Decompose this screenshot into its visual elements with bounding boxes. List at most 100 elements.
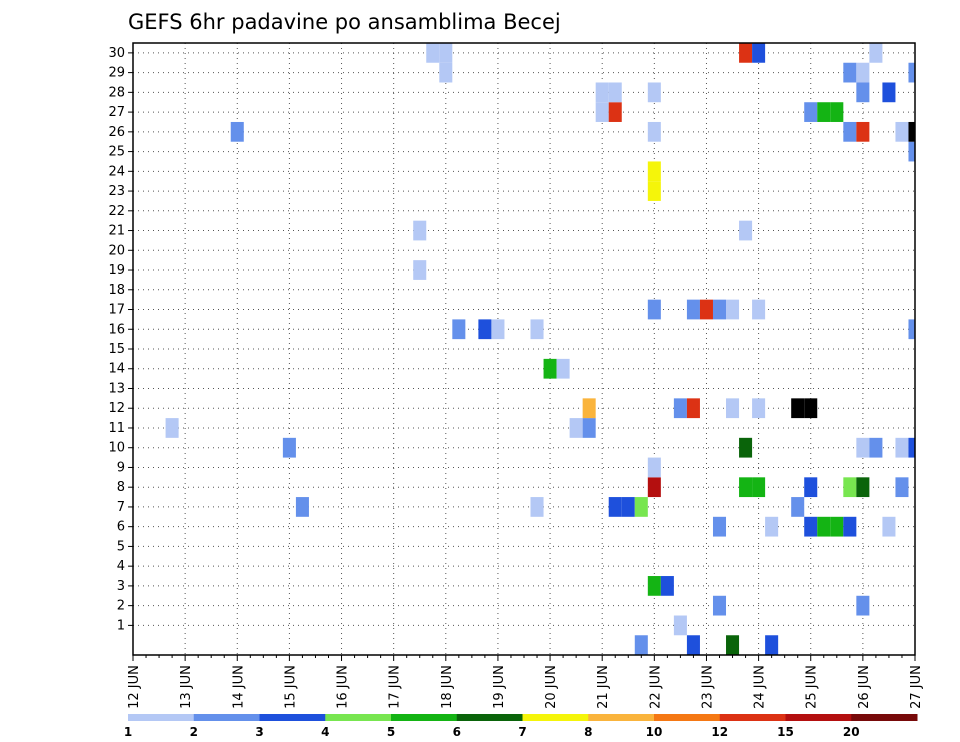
colorbar-swatch — [193, 714, 260, 721]
y-tick-label: 26 — [108, 125, 125, 140]
y-tick-label: 1 — [117, 618, 125, 633]
y-tick-label: 19 — [108, 263, 125, 278]
precip-cell — [752, 43, 766, 63]
x-tick-label: 27 JUN — [909, 665, 924, 709]
y-tick-label: 7 — [117, 500, 125, 515]
precip-cell — [530, 497, 544, 517]
precip-cell — [608, 102, 622, 122]
precip-cell — [817, 102, 831, 122]
precip-cell — [765, 516, 779, 537]
precip-cell — [908, 62, 915, 83]
precip-cell — [765, 635, 779, 655]
x-tick-label: 15 JUN — [283, 665, 298, 709]
y-tick-label: 20 — [108, 243, 125, 258]
colorbar-label: 7 — [518, 725, 526, 739]
y-tick-label: 21 — [108, 224, 125, 239]
precip-cell — [478, 319, 492, 340]
y-tick-label: 22 — [108, 204, 125, 219]
precip-cell — [686, 299, 700, 320]
x-tick-label: 22 JUN — [648, 665, 663, 709]
colorbar-label: 12 — [711, 725, 728, 739]
precip-cell — [791, 398, 805, 419]
precip-cell — [439, 62, 453, 83]
colorbar: 1 2 3 4 5 6 7 8 10 12 15 20 — [124, 714, 918, 739]
y-tick-label: 25 — [108, 145, 125, 160]
precip-cell — [726, 398, 740, 419]
y-tick-label: 16 — [108, 322, 125, 337]
colorbar-swatch — [588, 714, 655, 721]
precip-cell — [882, 516, 896, 537]
colorbar-swatch — [325, 714, 392, 721]
x-tick-label: 13 JUN — [179, 665, 194, 709]
x-tick-label: 19 JUN — [492, 665, 507, 709]
y-tick-label: 17 — [108, 303, 125, 318]
precip-cell — [739, 220, 753, 241]
colorbar-label: 2 — [190, 725, 198, 739]
colorbar-swatch — [851, 714, 918, 721]
precip-cell — [673, 615, 687, 636]
precip-cell — [608, 82, 622, 103]
x-tick-label: 26 JUN — [857, 665, 872, 709]
precip-cell — [491, 319, 505, 340]
precip-cell — [660, 576, 674, 596]
precip-cell — [686, 398, 700, 419]
colorbar-label: 20 — [843, 725, 860, 739]
colorbar-swatch — [719, 714, 786, 721]
precip-cell — [804, 398, 818, 419]
precip-cell — [647, 457, 661, 478]
precip-cell — [856, 477, 870, 498]
y-tick-label: 15 — [108, 342, 125, 357]
precip-cell — [556, 358, 570, 379]
precip-cell — [739, 477, 753, 498]
y-tick-label: 13 — [108, 381, 125, 396]
precip-cell — [752, 398, 766, 419]
y-tick-label: 11 — [108, 421, 125, 436]
x-axis: 12 JUN 13 JUN 14 JUN 15 JUN 16 JUN 17 JUN 18 J… — [127, 655, 924, 709]
precip-cell — [673, 398, 687, 419]
precip-cell — [439, 43, 453, 63]
colorbar-swatch — [259, 714, 326, 721]
y-tick-label: 9 — [117, 460, 125, 475]
precip-cell — [543, 358, 557, 379]
precip-cell — [413, 220, 427, 241]
precip-cell — [686, 635, 700, 655]
x-tick-label: 20 JUN — [544, 665, 559, 709]
precip-cell — [282, 437, 296, 458]
y-tick-label: 10 — [108, 441, 125, 456]
precip-cell — [712, 595, 727, 616]
y-tick-label: 6 — [117, 520, 125, 535]
y-tick-label: 4 — [117, 559, 125, 574]
precip-cell — [647, 82, 661, 103]
precip-cell — [882, 82, 896, 103]
precip-cell — [582, 398, 596, 419]
precip-cell — [856, 595, 870, 616]
colorbar-label: 10 — [646, 725, 663, 739]
x-tick-label: 12 JUN — [127, 665, 142, 709]
precip-cell — [530, 319, 544, 340]
precip-cell — [739, 43, 753, 63]
y-tick-label: 14 — [108, 362, 125, 377]
y-tick-label: 2 — [117, 599, 125, 614]
precip-cell — [726, 299, 740, 320]
precip-cell — [908, 121, 915, 142]
precip-cell — [869, 437, 883, 458]
precip-cell — [608, 497, 622, 517]
precip-cell — [843, 121, 857, 142]
precip-cell — [634, 497, 648, 517]
precip-cell — [647, 181, 661, 201]
precip-cell — [595, 82, 609, 103]
precip-cell — [569, 418, 583, 438]
colorbar-label: 1 — [124, 725, 132, 739]
precip-cell — [895, 477, 909, 498]
precip-cell — [621, 497, 635, 517]
x-tick-label: 18 JUN — [440, 665, 455, 709]
precip-cell — [908, 319, 915, 340]
colorbar-label: 4 — [321, 725, 329, 739]
precip-cell — [752, 477, 766, 498]
colorbar-label: 8 — [584, 725, 592, 739]
precip-cell — [634, 635, 648, 655]
x-tick-label: 21 JUN — [596, 665, 611, 709]
precip-cell — [856, 62, 870, 83]
x-tick-label: 16 JUN — [336, 665, 351, 709]
